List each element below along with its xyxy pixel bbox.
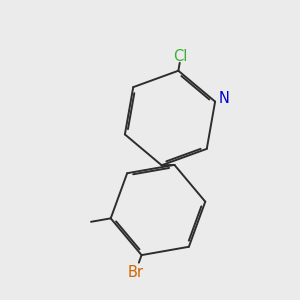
Text: Br: Br — [128, 265, 143, 280]
Text: Cl: Cl — [174, 50, 188, 64]
Text: N: N — [219, 91, 230, 106]
